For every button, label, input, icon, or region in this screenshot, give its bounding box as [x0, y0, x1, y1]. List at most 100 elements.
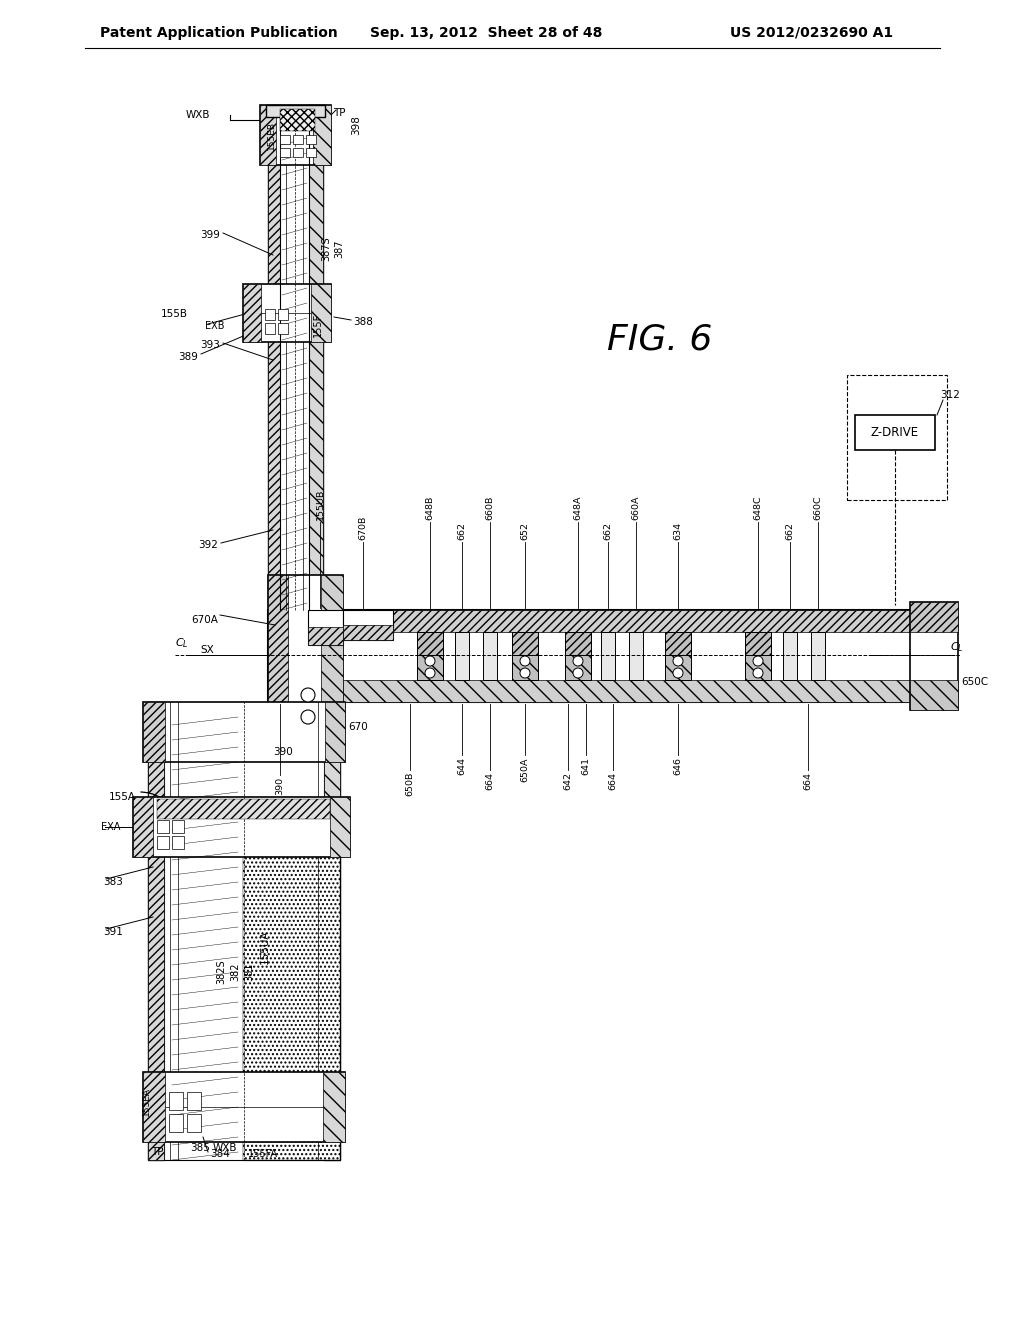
- Text: 662: 662: [458, 521, 467, 540]
- Text: FIG. 6: FIG. 6: [607, 323, 713, 356]
- Text: 664: 664: [608, 772, 617, 789]
- Text: 670B: 670B: [358, 516, 368, 540]
- Text: 392: 392: [198, 540, 218, 550]
- Circle shape: [753, 668, 763, 678]
- Text: 383: 383: [103, 876, 123, 887]
- Bar: [133, 797, 153, 857]
- Text: 155F: 155F: [313, 313, 323, 337]
- Bar: [745, 655, 771, 680]
- Text: WXB: WXB: [185, 110, 210, 120]
- Text: 388: 388: [353, 317, 373, 327]
- Bar: [268, 576, 343, 737]
- Bar: [321, 576, 343, 737]
- Text: EXB: EXB: [205, 321, 224, 331]
- Bar: [417, 632, 443, 655]
- Bar: [308, 627, 343, 645]
- Text: 642: 642: [563, 772, 572, 789]
- Circle shape: [520, 668, 530, 678]
- Bar: [243, 855, 340, 1160]
- Text: 393: 393: [200, 341, 220, 350]
- Bar: [172, 836, 184, 849]
- Bar: [565, 655, 591, 680]
- Bar: [745, 632, 771, 655]
- Bar: [278, 309, 288, 319]
- Text: 664: 664: [804, 772, 812, 789]
- Text: 648A: 648A: [573, 495, 583, 520]
- Bar: [455, 632, 469, 680]
- Circle shape: [425, 656, 435, 667]
- Text: 312: 312: [940, 389, 959, 400]
- Bar: [309, 106, 323, 610]
- Text: 646: 646: [674, 756, 683, 775]
- Text: 670A: 670A: [191, 615, 218, 624]
- Bar: [910, 680, 958, 710]
- Text: 155A: 155A: [109, 792, 136, 803]
- Text: 652: 652: [520, 521, 529, 540]
- Text: 155EA: 155EA: [141, 1088, 151, 1117]
- Bar: [601, 632, 615, 680]
- Text: TP: TP: [151, 1147, 164, 1158]
- Bar: [280, 148, 290, 157]
- Text: 155UA: 155UA: [260, 929, 270, 964]
- Bar: [280, 106, 309, 610]
- Circle shape: [301, 710, 315, 723]
- Bar: [330, 797, 350, 857]
- Bar: [665, 655, 691, 680]
- Bar: [268, 106, 280, 610]
- Text: 650C: 650C: [961, 677, 988, 686]
- Text: 382S: 382S: [216, 960, 226, 985]
- Text: 670: 670: [348, 722, 368, 733]
- Text: 634: 634: [674, 521, 683, 540]
- Bar: [268, 610, 955, 632]
- Text: 664: 664: [485, 772, 495, 789]
- Bar: [187, 1114, 201, 1133]
- Text: 387S: 387S: [321, 236, 331, 261]
- Circle shape: [425, 668, 435, 678]
- Text: 389: 389: [178, 352, 198, 362]
- Bar: [265, 323, 275, 334]
- Bar: [148, 702, 164, 1160]
- Text: 650B: 650B: [406, 772, 415, 796]
- Bar: [565, 632, 591, 655]
- Bar: [164, 702, 324, 1160]
- Bar: [293, 148, 303, 157]
- Text: Patent Application Publication: Patent Application Publication: [100, 26, 338, 40]
- Circle shape: [573, 656, 583, 667]
- Bar: [565, 655, 591, 680]
- Bar: [324, 702, 340, 1160]
- Bar: [343, 624, 393, 640]
- Bar: [278, 323, 288, 334]
- Bar: [811, 632, 825, 680]
- Bar: [512, 632, 538, 655]
- Text: 398: 398: [351, 115, 361, 135]
- Bar: [306, 135, 316, 144]
- Bar: [268, 106, 280, 610]
- Text: $\mathit{C}_L$: $\mathit{C}_L$: [175, 636, 188, 649]
- Bar: [745, 632, 771, 655]
- Bar: [169, 1114, 183, 1133]
- Text: Sep. 13, 2012  Sheet 28 of 48: Sep. 13, 2012 Sheet 28 of 48: [370, 26, 602, 40]
- Bar: [143, 1072, 165, 1142]
- Bar: [417, 655, 443, 680]
- Bar: [157, 820, 169, 833]
- Bar: [512, 655, 538, 680]
- Text: 662: 662: [603, 521, 612, 540]
- Circle shape: [520, 656, 530, 667]
- Bar: [665, 655, 691, 680]
- Bar: [343, 610, 393, 640]
- Bar: [910, 602, 958, 632]
- Bar: [417, 632, 443, 655]
- Text: 660A: 660A: [632, 495, 640, 520]
- Circle shape: [753, 656, 763, 667]
- Bar: [293, 135, 303, 144]
- Bar: [143, 702, 345, 762]
- Text: 155EB: 155EB: [266, 120, 275, 149]
- Bar: [324, 702, 340, 1160]
- Text: Z-DRIVE: Z-DRIVE: [871, 426, 920, 440]
- Text: US 2012/0232690 A1: US 2012/0232690 A1: [730, 26, 893, 40]
- Text: 390: 390: [275, 777, 285, 795]
- Bar: [268, 680, 955, 702]
- Bar: [266, 106, 325, 117]
- Text: 381: 381: [244, 962, 254, 981]
- Text: 382: 382: [230, 962, 240, 981]
